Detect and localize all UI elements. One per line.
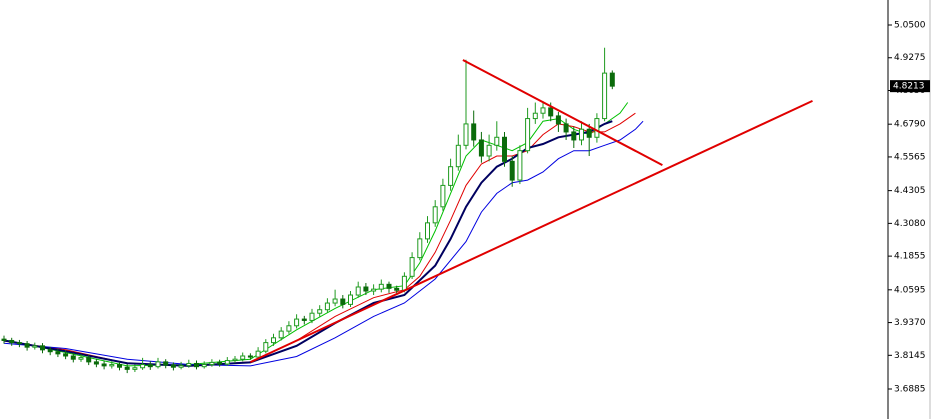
candle-body xyxy=(332,298,338,304)
y-tick-label: 5.0500 xyxy=(894,20,926,30)
candle-body xyxy=(155,361,161,368)
moving-average xyxy=(3,120,644,367)
y-tick-label: 4.9275 xyxy=(894,53,926,63)
y-tick-label: 4.3080 xyxy=(894,219,926,229)
candle-body xyxy=(371,288,377,292)
candle-body xyxy=(140,364,146,369)
candle-body xyxy=(394,287,400,291)
candle-body xyxy=(47,349,53,353)
candle-body xyxy=(324,302,330,311)
candle-body xyxy=(432,206,438,224)
candle-body xyxy=(194,362,199,368)
candle-body xyxy=(355,286,361,296)
candle-body xyxy=(109,364,115,367)
candle-body xyxy=(70,355,76,360)
candle-body xyxy=(363,286,369,292)
candle-body xyxy=(340,298,346,305)
y-tick-label: 4.5565 xyxy=(894,152,926,162)
candle-body xyxy=(178,365,184,368)
last-price-label: 4.8213 xyxy=(893,82,925,92)
candle-body xyxy=(602,72,608,120)
candle-body xyxy=(124,366,130,370)
candle-body xyxy=(271,337,276,344)
candle-body xyxy=(509,160,515,181)
last-price-box xyxy=(890,80,930,93)
candle-body xyxy=(486,144,492,157)
candle-body xyxy=(579,128,584,141)
candle-body xyxy=(93,361,99,365)
candle-body xyxy=(517,150,523,181)
candle-body xyxy=(209,361,215,366)
candle-body xyxy=(309,312,315,321)
y-tick-label: 4.1855 xyxy=(894,252,926,262)
y-tick-label: 3.8145 xyxy=(894,351,926,361)
candle-body xyxy=(586,128,592,138)
candle-body xyxy=(9,339,15,344)
candle-body xyxy=(40,345,45,351)
candle-body xyxy=(255,350,261,358)
candle-body xyxy=(170,364,176,368)
candle-body xyxy=(494,136,500,146)
candle-body xyxy=(378,283,384,290)
candle-body xyxy=(232,358,238,362)
moving-average xyxy=(3,102,629,367)
candle-body xyxy=(463,123,469,146)
candle-body xyxy=(417,238,423,259)
candle-body xyxy=(201,364,207,368)
candle-body xyxy=(409,257,415,277)
y-tick-label: 4.0595 xyxy=(894,285,926,295)
y-tick-label: 4.4305 xyxy=(894,186,926,196)
candle-body xyxy=(224,360,230,365)
candle-body xyxy=(425,222,430,240)
candle-body xyxy=(163,361,169,366)
trend-line xyxy=(462,59,663,166)
candle-body xyxy=(32,345,38,348)
candle-body xyxy=(471,123,477,141)
candle-body xyxy=(532,112,538,120)
candle-body xyxy=(571,131,577,141)
candle-body xyxy=(525,118,531,152)
candle-body xyxy=(502,136,507,162)
candle-body xyxy=(24,343,30,348)
candle-body xyxy=(386,283,392,289)
candle-body xyxy=(563,123,569,133)
y-tick-label: 3.6885 xyxy=(894,385,926,395)
candle-body xyxy=(132,367,138,370)
candle-body xyxy=(478,139,484,157)
candle-body xyxy=(55,351,61,355)
y-tick-label: 4.6790 xyxy=(894,120,926,130)
candle-body xyxy=(247,355,253,358)
candle-body xyxy=(348,294,353,305)
candle-body xyxy=(548,107,554,117)
candle-body xyxy=(78,357,84,360)
candle-body xyxy=(540,107,546,114)
candle-body xyxy=(278,330,284,339)
candle-body xyxy=(448,166,454,186)
candle-body xyxy=(440,184,446,208)
candle-body xyxy=(294,318,300,327)
candle-body xyxy=(86,357,92,363)
candle-body xyxy=(317,309,323,314)
candle-body xyxy=(594,118,600,138)
y-tick-label: 3.9370 xyxy=(894,318,926,328)
candle-body xyxy=(401,275,407,291)
candle-body xyxy=(217,361,223,365)
candle-body xyxy=(555,115,561,125)
candle-body xyxy=(147,364,153,368)
candle-body xyxy=(240,355,246,360)
candle-body xyxy=(16,342,22,345)
candle-body xyxy=(117,364,122,368)
candle-body xyxy=(455,144,461,168)
candle-body xyxy=(186,362,192,367)
candle-body xyxy=(63,353,69,357)
candle-body xyxy=(101,363,107,367)
candle-body xyxy=(1,338,7,341)
candle-body xyxy=(301,318,307,321)
candle-body xyxy=(609,72,615,87)
trend-line xyxy=(249,99,813,364)
candle-body xyxy=(286,325,292,332)
candle-body xyxy=(263,342,269,352)
